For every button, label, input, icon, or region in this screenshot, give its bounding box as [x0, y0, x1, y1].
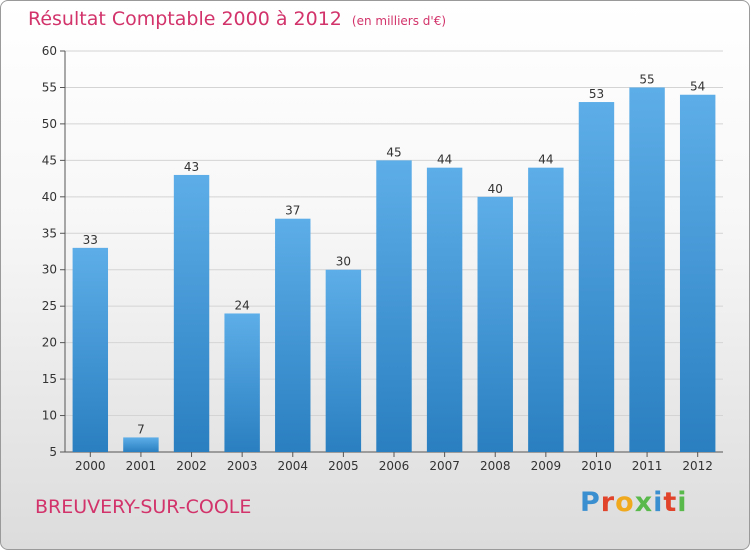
x-tick-label: 2009 [531, 459, 562, 473]
x-tick-label: 2010 [581, 459, 612, 473]
data-label: 53 [589, 87, 604, 101]
y-tick-label: 5 [49, 445, 57, 459]
bar-2004 [275, 218, 311, 452]
y-tick-label: 20 [42, 336, 57, 350]
logo-letter: t [663, 487, 678, 518]
data-label: 30 [336, 255, 351, 269]
data-label: 43 [184, 160, 199, 174]
bar-2001 [123, 437, 159, 452]
y-tick-label: 60 [42, 44, 57, 58]
y-tick-label: 45 [42, 153, 57, 167]
bar-2009 [528, 167, 564, 452]
chart-title: Résultat Comptable 2000 à 2012 (en millie… [28, 8, 446, 30]
y-tick-label: 10 [42, 409, 57, 423]
bar-2000 [72, 247, 109, 452]
chart-subtitle: (en milliers d'€) [351, 14, 447, 28]
data-label: 24 [235, 298, 250, 312]
data-label: 7 [137, 422, 145, 436]
bar-2008 [477, 196, 513, 452]
y-tick-label: 35 [42, 226, 57, 240]
y-tick-label: 25 [42, 299, 57, 313]
x-tick-label: 2008 [480, 459, 511, 473]
bar-2007 [426, 167, 463, 452]
data-label: 44 [437, 153, 452, 167]
place-name: BREUVERY-SUR-COOLE [35, 496, 252, 518]
x-tick-label: 2011 [632, 459, 663, 473]
bar-2010 [578, 102, 615, 452]
bar-2006 [376, 160, 412, 452]
y-tick-label: 50 [42, 117, 57, 131]
title-text: Résultat Comptable 2000 à 2012 [28, 8, 342, 30]
x-tick-label: 2000 [75, 459, 106, 473]
logo-letter: P [580, 487, 601, 518]
bar-2002 [173, 174, 210, 453]
logo-letter: i [653, 487, 664, 518]
data-label: 45 [386, 145, 401, 159]
y-tick-label: 40 [42, 190, 57, 204]
logo-letter: o [615, 487, 635, 518]
data-label: 37 [285, 204, 300, 218]
data-label: 44 [538, 153, 553, 167]
data-label: 33 [83, 233, 98, 247]
x-tick-label: 2003 [227, 459, 258, 473]
bar-2005 [325, 269, 362, 452]
bars [72, 87, 716, 453]
x-tick-label: 2005 [328, 459, 359, 473]
x-tick-label: 2001 [126, 459, 157, 473]
x-tick-label: 2012 [682, 459, 713, 473]
logo-letter: i [677, 487, 688, 518]
bar-2012 [679, 94, 716, 452]
data-label: 54 [690, 80, 705, 94]
x-tick-label: 2006 [379, 459, 410, 473]
data-labels: 33 7 43 24 37 30 45 44 40 44 53 55 54 [83, 72, 706, 436]
y-tick-label: 15 [42, 372, 57, 386]
proxiti-logo[interactable]: Proxiti [580, 487, 688, 518]
x-tick-label: 2004 [277, 459, 308, 473]
bar-2011 [629, 87, 665, 453]
data-label: 55 [639, 72, 654, 86]
y-tick-label: 30 [42, 263, 57, 277]
x-tick-label: 2002 [176, 459, 207, 473]
logo-letter: x [634, 487, 654, 518]
x-tick-label: 2007 [429, 459, 460, 473]
bar-2003 [224, 313, 260, 452]
y-tick-label: 55 [42, 80, 57, 94]
data-label: 40 [488, 182, 503, 196]
logo-letter: r [600, 487, 616, 518]
